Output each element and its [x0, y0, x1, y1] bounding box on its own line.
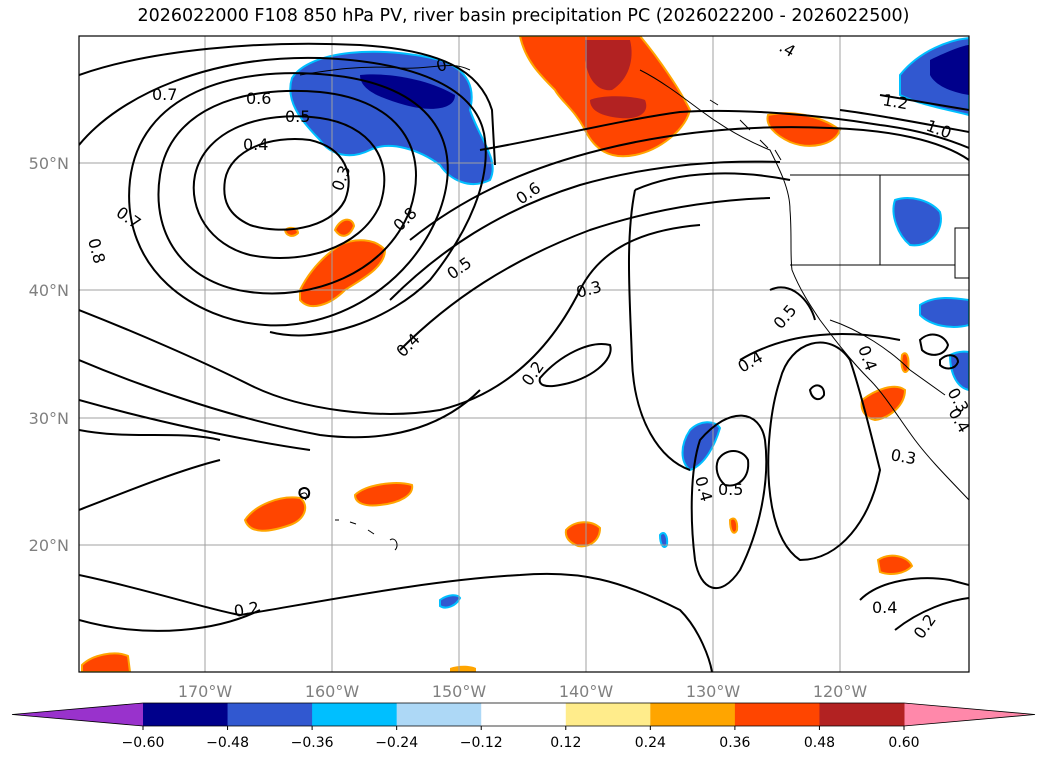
- colorbar-extend-min: [12, 703, 143, 726]
- lon-label-170w: 170°W: [178, 682, 233, 701]
- lon-label-150w: 150°W: [432, 682, 487, 701]
- lat-label-30n: 30°N: [29, 409, 69, 428]
- map-frame: [78, 35, 970, 673]
- coastlines: [299, 64, 969, 551]
- lat-label-40n: 40°N: [29, 281, 69, 300]
- lon-label-120w: 120°W: [813, 682, 868, 701]
- contour-label: 0.4: [872, 598, 897, 617]
- colorbar-tick-label: −0.60: [122, 735, 165, 751]
- contour-label: 0.2: [232, 598, 260, 621]
- positive-precip-shading: [81, 36, 914, 672]
- colorbar-tick-label: 0.24: [635, 735, 666, 751]
- contour-label: 0.5: [718, 480, 743, 499]
- lat-label-50n: 50°N: [29, 154, 69, 173]
- contour-label: 1.2: [881, 90, 909, 113]
- colorbar-extend-max: [904, 703, 1035, 726]
- colorbar-tick-label: 0.48: [804, 735, 835, 751]
- latitude-labels: 50°N 40°N 30°N 20°N: [29, 154, 69, 555]
- colorbar-tick-label: 0.60: [888, 735, 919, 751]
- contour-label: 0.5: [285, 107, 310, 126]
- contour-label: 0.4: [243, 135, 268, 154]
- contour-label: 0: [434, 55, 449, 76]
- contour-label: 0.7: [152, 85, 177, 104]
- colorbar: −0.60 −0.48 −0.36 −0.24 −0.12 0.12 0.24 0.36 0.4…: [11, 702, 1036, 751]
- colorbar-bin: [481, 703, 567, 726]
- lon-label-160w: 160°W: [305, 682, 360, 701]
- contour-label: 0.6: [246, 89, 271, 108]
- colorbar-bin: [396, 703, 482, 726]
- longitude-labels: 170°W 160°W 150°W 140°W 130°W 120°W: [178, 682, 868, 701]
- colorbar-bin: [227, 703, 313, 726]
- colorbar-bin: [650, 703, 736, 726]
- colorbar-tick-label: 0.12: [550, 735, 581, 751]
- pv-contours: [79, 42, 969, 672]
- colorbar-bin: [565, 703, 651, 726]
- lon-label-140w: 140°W: [559, 682, 614, 701]
- map-title: 2026022000 F108 850 hPa PV, river basin …: [137, 6, 910, 26]
- colorbar-bin: [734, 703, 820, 726]
- colorbar-bin: [312, 703, 398, 726]
- colorbar-bin: [819, 703, 905, 726]
- graticule: [79, 36, 969, 672]
- lat-label-20n: 20°N: [29, 536, 69, 555]
- contour-label: 0.3: [889, 445, 917, 468]
- colorbar-tick-label: −0.24: [375, 735, 418, 751]
- colorbar-bin: [143, 703, 229, 726]
- colorbar-tick-label: −0.12: [460, 735, 503, 751]
- colorbar-tick-label: −0.36: [291, 735, 334, 751]
- colorbar-tick-label: −0.48: [206, 735, 249, 751]
- colorbar-tick-label: 0.36: [719, 735, 750, 751]
- lon-label-130w: 130°W: [686, 682, 741, 701]
